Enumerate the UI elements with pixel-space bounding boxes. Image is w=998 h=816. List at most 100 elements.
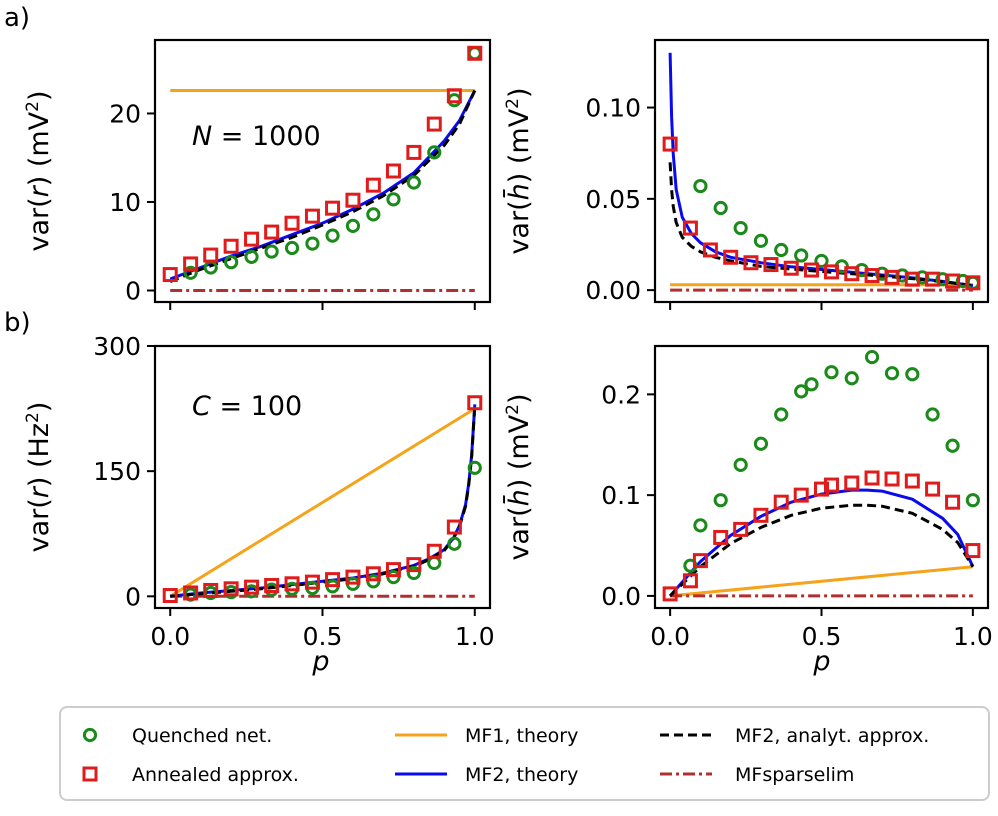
markers bbox=[662, 349, 981, 602]
y-tick-label: 20 bbox=[109, 99, 141, 128]
markers bbox=[162, 395, 483, 603]
marker-annealed bbox=[183, 256, 199, 272]
marker-quenched bbox=[467, 460, 482, 475]
marker-quenched bbox=[467, 46, 482, 61]
marker-annealed bbox=[814, 481, 829, 497]
marker-quenched bbox=[905, 367, 920, 382]
marker-annealed bbox=[385, 562, 401, 578]
panel-annotation: C = 100 bbox=[192, 391, 302, 422]
marker-quenched bbox=[884, 366, 900, 381]
marker-annealed bbox=[682, 220, 698, 236]
x-tick-label: 0.0 bbox=[150, 622, 190, 651]
markers bbox=[662, 136, 981, 291]
marker-annealed bbox=[325, 572, 341, 588]
marker-quenched bbox=[864, 349, 880, 365]
marker-quenched bbox=[824, 365, 839, 380]
x-axis-label-right: p bbox=[812, 646, 830, 677]
y-tick-label: 0.00 bbox=[585, 276, 641, 305]
marker-quenched bbox=[774, 407, 789, 422]
marker-quenched bbox=[804, 377, 819, 392]
x-tick-label: 0.5 bbox=[802, 622, 842, 651]
y-tick-label: 0.2 bbox=[601, 380, 641, 409]
plot-frame bbox=[153, 344, 492, 610]
x-tick-label: 1.0 bbox=[953, 622, 993, 651]
marker-annealed bbox=[945, 273, 961, 289]
marker-quenched bbox=[244, 249, 259, 264]
y-tick-label: 10 bbox=[109, 188, 141, 217]
marker-annealed bbox=[884, 269, 900, 285]
marker-quenched bbox=[427, 555, 442, 571]
marker-quenched bbox=[447, 93, 462, 108]
marker-quenched bbox=[935, 272, 950, 287]
marker-quenched bbox=[386, 570, 401, 585]
marker-quenched bbox=[406, 565, 421, 581]
marker-annealed bbox=[713, 529, 729, 545]
marker-quenched bbox=[264, 244, 279, 259]
marker-annealed bbox=[925, 481, 941, 497]
marker-annealed bbox=[904, 473, 920, 489]
panel-a-left-var-r: 0 10 20 var(r) (mV2) N = 1000 bbox=[23, 38, 492, 310]
marker-annealed bbox=[162, 587, 178, 603]
marker-annealed bbox=[406, 557, 422, 573]
legend-entry-quenched: Quenched net. bbox=[82, 725, 272, 747]
marker-quenched bbox=[224, 255, 239, 270]
y-tick-label: 0.1 bbox=[601, 481, 641, 510]
marker-annealed bbox=[467, 395, 483, 411]
marker-annealed bbox=[446, 88, 462, 104]
marker-quenched bbox=[305, 236, 320, 251]
marker-annealed bbox=[406, 144, 422, 160]
marker-annealed bbox=[385, 163, 401, 179]
marker-quenched bbox=[693, 178, 708, 194]
marker-quenched bbox=[406, 175, 421, 190]
marker-quenched bbox=[447, 536, 462, 551]
marker-annealed bbox=[804, 262, 820, 278]
marker-annealed bbox=[345, 569, 361, 585]
marker-annealed bbox=[702, 242, 718, 258]
marker-annealed bbox=[844, 266, 860, 282]
marker-annealed bbox=[733, 521, 749, 537]
marker-annealed bbox=[162, 267, 178, 283]
marker-annealed bbox=[284, 576, 300, 592]
legend-entry-mf2: MF2, theory bbox=[395, 764, 578, 786]
marker-annealed bbox=[793, 487, 809, 503]
legend-entry-mf1: MF1, theory bbox=[395, 725, 578, 747]
series-line-mf2 bbox=[668, 52, 974, 288]
y-tick-label: 0.0 bbox=[601, 582, 641, 611]
marker-annealed bbox=[467, 45, 483, 61]
marker-quenched bbox=[366, 574, 381, 589]
marker-annealed bbox=[426, 543, 442, 559]
marker-quenched bbox=[733, 220, 748, 236]
marker-annealed bbox=[823, 264, 839, 280]
marker-annealed bbox=[446, 519, 462, 535]
marker-annealed bbox=[223, 238, 239, 254]
marker-annealed bbox=[223, 581, 239, 597]
marker-annealed bbox=[662, 136, 678, 152]
plot-area bbox=[668, 52, 974, 292]
marker-annealed bbox=[753, 507, 769, 523]
marker-annealed bbox=[773, 494, 789, 510]
series-line-mf2-approx bbox=[668, 162, 974, 288]
marker-quenched bbox=[183, 265, 198, 280]
marker-annealed bbox=[183, 585, 199, 601]
marker-annealed bbox=[965, 543, 981, 559]
marker-annealed bbox=[365, 177, 381, 193]
marker-annealed bbox=[864, 268, 880, 284]
marker-quenched bbox=[713, 200, 728, 216]
plot-frame bbox=[653, 38, 990, 304]
marker-quenched bbox=[713, 493, 728, 508]
marker-annealed bbox=[864, 470, 880, 486]
legend-handle bbox=[82, 727, 98, 743]
marker-quenched bbox=[844, 371, 859, 386]
marker-annealed bbox=[965, 275, 981, 291]
legend-label: Quenched net. bbox=[132, 725, 272, 747]
legend-label: Annealed approx. bbox=[132, 764, 299, 786]
marker-quenched bbox=[814, 253, 829, 269]
legend-label: MF2, theory bbox=[465, 764, 578, 786]
marker-annealed bbox=[304, 574, 320, 590]
marker-annealed bbox=[304, 208, 320, 224]
marker-annealed bbox=[945, 494, 961, 510]
marker-annealed bbox=[743, 255, 759, 271]
panel-annotation: N = 1000 bbox=[192, 121, 321, 152]
y-axis-label: var(h̄) (mV2) bbox=[503, 393, 535, 560]
x-axis-label-left: p bbox=[311, 646, 329, 677]
